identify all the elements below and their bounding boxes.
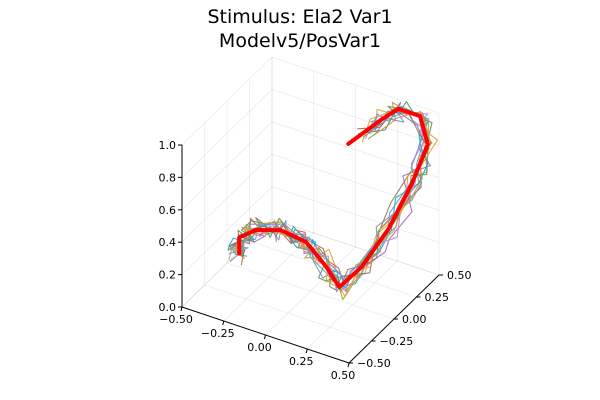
grid-line xyxy=(271,186,440,243)
z-tick-label: 1.0 xyxy=(159,139,177,152)
grid-line xyxy=(307,260,398,350)
y-tick-label: −0.50 xyxy=(357,357,391,370)
trial-trajectory xyxy=(228,105,430,293)
grid-line xyxy=(226,262,395,320)
title-line-1: Stimulus: Ela2 Var1 xyxy=(207,6,392,28)
grid-line xyxy=(271,56,440,114)
grid-line xyxy=(181,121,273,211)
axes xyxy=(178,144,443,368)
x-tick-mark xyxy=(222,320,225,326)
y-tick-label: 0.00 xyxy=(402,313,427,326)
x-tick-mark xyxy=(264,334,266,340)
y-tick-label: −0.25 xyxy=(380,335,414,348)
grid-line xyxy=(181,186,273,275)
grid-line xyxy=(181,89,273,178)
target-trajectory-line xyxy=(237,106,430,290)
y-tick-label: 0.25 xyxy=(425,291,450,304)
z-tick-label: 0.6 xyxy=(159,204,177,217)
z-tick-label: 0.8 xyxy=(159,171,177,184)
title-line-2: Modelv5/PosVar1 xyxy=(219,30,381,52)
chart-title: Stimulus: Ela2 Var1 Modelv5/PosVar1 xyxy=(207,6,392,52)
z-tick-label: 0.2 xyxy=(159,269,177,282)
trial-trajectory xyxy=(237,105,430,291)
x-tick-mark xyxy=(305,348,308,354)
y-tick-label: 0.50 xyxy=(447,269,472,282)
x-tick-mark xyxy=(347,362,350,368)
x-tick-label: 0.25 xyxy=(289,355,314,368)
x-tick-label: −0.50 xyxy=(159,313,193,326)
target-trajectory xyxy=(237,106,430,290)
x-tick-label: 0.00 xyxy=(247,341,272,354)
grid-line xyxy=(181,153,273,243)
x-tick-mark xyxy=(180,306,183,312)
grid-line xyxy=(249,240,417,298)
tick-labels: −0.50−0.250.000.250.50−0.50−0.250.000.25… xyxy=(159,139,472,382)
grid-line xyxy=(271,89,440,146)
trial-trajectories xyxy=(227,101,438,301)
grid-line xyxy=(271,218,440,276)
grid-line xyxy=(204,284,372,342)
x-tick-label: −0.25 xyxy=(201,327,235,340)
grid-line xyxy=(265,246,356,336)
trial-trajectory xyxy=(234,108,438,297)
trial-trajectory xyxy=(227,101,433,282)
z-tick-label: 0.4 xyxy=(159,236,177,249)
grid-line xyxy=(181,56,273,146)
x-tick-label: 0.50 xyxy=(331,369,356,382)
z-tick-label: 0.0 xyxy=(159,301,177,314)
grid-line xyxy=(271,218,440,276)
